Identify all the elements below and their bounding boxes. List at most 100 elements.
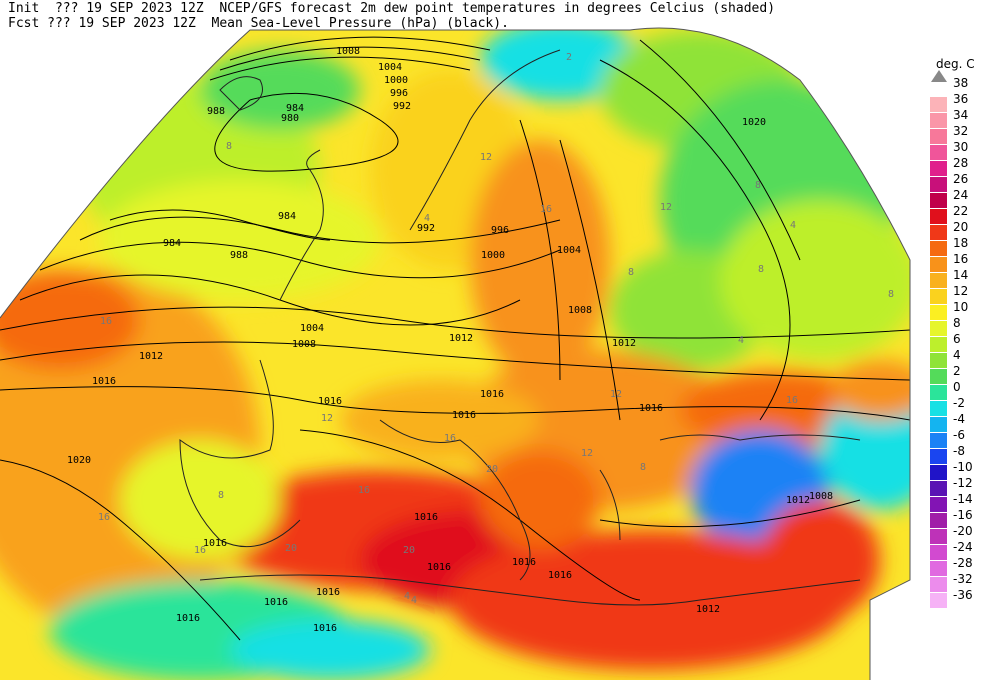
isobar-label: 992 (393, 101, 411, 112)
isobar-label: 1004 (300, 323, 324, 334)
legend-level: 16 (926, 252, 1000, 273)
legend-label: 26 (953, 172, 969, 186)
legend-label: 28 (953, 156, 969, 170)
legend-level: 36 (926, 92, 1000, 113)
legend-label: -8 (953, 444, 965, 458)
legend-label: -16 (953, 508, 973, 522)
legend-swatch (930, 529, 947, 544)
legend-level: 6 (926, 332, 1000, 353)
legend-label: 0 (953, 380, 961, 394)
legend-label: 8 (953, 316, 961, 330)
isobar-label: 988 (207, 106, 225, 117)
dewpoint-label: 16 (194, 545, 206, 556)
dewpoint-label: 16 (98, 512, 110, 523)
legend-swatch (930, 129, 947, 144)
legend-label: -4 (953, 412, 965, 426)
legend-level: -8 (926, 444, 1000, 465)
isobar-label: 1008 (336, 46, 360, 57)
legend-swatch (930, 369, 947, 384)
isobar-label: 996 (390, 88, 408, 99)
dewpoint-label: 8 (628, 267, 634, 278)
isobar-label: 1012 (449, 333, 473, 344)
fcst-label: Fcst ??? 19 SEP 2023 12Z (8, 16, 196, 31)
legend-swatch (930, 289, 947, 304)
legend-label: 2 (953, 364, 961, 378)
isobar-label: 992 (417, 223, 435, 234)
dewpoint-label: 12 (321, 413, 333, 424)
header-line-2: Fcst ??? 19 SEP 2023 12Z Mean Sea-Level … (8, 16, 509, 32)
isobar-label: 1016 (548, 570, 572, 581)
isobar-label: 1000 (384, 75, 408, 86)
isobar-label: 1004 (557, 245, 581, 256)
legend-label: 16 (953, 252, 969, 266)
legend-label: -36 (953, 588, 973, 602)
legend-level: -4 (926, 412, 1000, 433)
dewpoint-label: 8 (888, 289, 894, 300)
legend-swatch (930, 385, 947, 400)
legend-level: -20 (926, 524, 1000, 545)
legend-label: 6 (953, 332, 961, 346)
isobar-label: 1000 (481, 250, 505, 261)
legend-level: 26 (926, 172, 1000, 193)
isobar-label: 1016 (639, 403, 663, 414)
isobar-label: 984 (278, 211, 296, 222)
legend-level: 2 (926, 364, 1000, 385)
isobar-label: 1012 (696, 604, 720, 615)
legend-swatch (930, 401, 947, 416)
legend-label: 36 (953, 92, 969, 106)
isobar-label: 1016 (203, 538, 227, 549)
isobar-label: 1016 (512, 557, 536, 568)
legend-label: -6 (953, 428, 965, 442)
legend-label: 32 (953, 124, 969, 138)
legend-label: -12 (953, 476, 973, 490)
legend-swatch (930, 145, 947, 160)
legend-level: 12 (926, 284, 1000, 305)
dewpoint-label: 12 (610, 389, 622, 400)
isobar-label: 1016 (414, 512, 438, 523)
legend-swatch (930, 353, 947, 368)
legend-swatch (930, 417, 947, 432)
legend-level: 32 (926, 124, 1000, 145)
dewpoint-label: 12 (660, 202, 672, 213)
isobar-label: 1016 (480, 389, 504, 400)
isobar-label: 1016 (92, 376, 116, 387)
legend-level: 34 (926, 108, 1000, 129)
isobar-label: 980 (281, 113, 299, 124)
legend-label: -32 (953, 572, 973, 586)
legend-swatch (930, 273, 947, 288)
dewpoint-label: 4 (790, 220, 796, 231)
legend-swatch (930, 481, 947, 496)
legend-swatch (930, 337, 947, 352)
legend-level: -32 (926, 572, 1000, 593)
legend-label: -28 (953, 556, 973, 570)
legend-level: -12 (926, 476, 1000, 497)
isobar-label: 1016 (264, 597, 288, 608)
isobar-label: 984 (163, 238, 181, 249)
isobar-label: 984 (286, 103, 304, 114)
legend-label: 20 (953, 220, 969, 234)
legend-level: 8 (926, 316, 1000, 337)
legend-label: 4 (953, 348, 961, 362)
legend-swatch (930, 593, 947, 608)
isobar-label: 1008 (809, 491, 833, 502)
legend-top-arrow-icon (931, 70, 947, 82)
isobar-label: 1020 (742, 117, 766, 128)
dewpoint-label: 8 (218, 490, 224, 501)
legend-swatch (930, 545, 947, 560)
legend-level: -36 (926, 588, 1000, 609)
dewpoint-label: 8 (640, 462, 646, 473)
legend-level: -2 (926, 396, 1000, 417)
isobar-label: 1008 (568, 305, 592, 316)
legend-swatch (930, 225, 947, 240)
isobar-label: 1016 (176, 613, 200, 624)
header-line-1: Init ??? 19 SEP 2023 12Z NCEP/GFS foreca… (8, 1, 775, 17)
legend-level: -24 (926, 540, 1000, 561)
legend-label: 30 (953, 140, 969, 154)
isobar-label: 988 (230, 250, 248, 261)
legend-label: -24 (953, 540, 973, 554)
legend-swatch (930, 257, 947, 272)
dewpoint-label: 20 (403, 545, 415, 556)
isobar-label: 1012 (786, 495, 810, 506)
legend-label: 18 (953, 236, 969, 250)
